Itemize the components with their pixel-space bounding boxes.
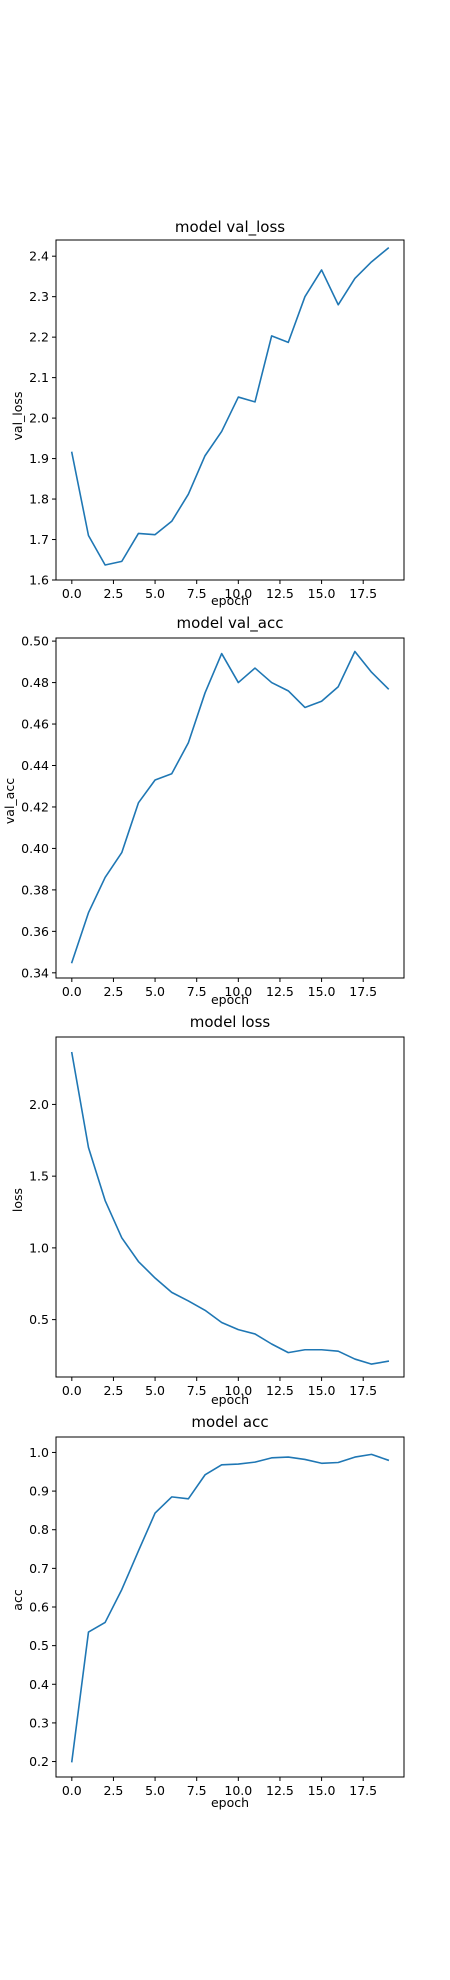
x-tick-label: 2.5	[103, 1383, 123, 1398]
x-axis-label: epoch	[211, 1795, 249, 1810]
y-tick-label: 0.7	[29, 1561, 49, 1576]
x-tick-label: 7.5	[187, 1783, 207, 1798]
x-tick-label: 12.5	[266, 586, 294, 601]
series-line	[70, 1051, 390, 1365]
x-axis-label: epoch	[211, 593, 249, 608]
x-tick-label: 12.5	[266, 984, 294, 999]
x-tick-label: 7.5	[187, 1383, 207, 1398]
x-tick-label: 17.5	[349, 984, 377, 999]
y-axis-label: acc	[10, 1589, 25, 1611]
y-tick-label: 0.5	[29, 1638, 49, 1653]
x-tick-label: 5.0	[145, 1783, 165, 1798]
x-axis-label: epoch	[211, 1392, 249, 1407]
x-tick-label: 15.0	[308, 586, 336, 601]
y-axis-label: val_loss	[10, 392, 25, 441]
y-tick-label: 0.36	[21, 924, 49, 939]
x-tick-label: 10.0	[224, 984, 252, 999]
y-tick-label: 1.5	[29, 1169, 49, 1184]
y-tick-label: 0.48	[21, 675, 49, 690]
x-tick-label: 15.0	[308, 1783, 336, 1798]
y-axis-label: val_acc	[2, 778, 17, 824]
y-tick-label: 0.4	[29, 1677, 49, 1692]
y-tick-label: 0.2	[29, 1754, 49, 1769]
y-tick-label: 0.40	[21, 841, 49, 856]
y-tick-label: 0.44	[21, 758, 49, 773]
x-tick-label: 5.0	[145, 586, 165, 601]
y-tick-label: 0.3	[29, 1715, 49, 1730]
x-tick-label: 0.0	[62, 1783, 82, 1798]
chart-title: model val_loss	[175, 218, 285, 237]
y-tick-label: 0.50	[21, 634, 49, 649]
chart-title: model loss	[190, 1013, 271, 1031]
series-line	[70, 246, 390, 566]
x-tick-label: 0.0	[62, 586, 82, 601]
panel-val-acc: model val_acc val_acc epoch 0.0 2.5 5.0 7.5…	[2, 614, 405, 1007]
y-tick-label: 0.5	[29, 1312, 49, 1327]
series-line	[70, 1453, 390, 1763]
panel-acc: model acc acc epoch 0.0 2.5 5.0 7.5 10.0 12.5…	[10, 1413, 405, 1810]
y-tick-label: 0.38	[21, 882, 49, 897]
y-tick-label: 0.8	[29, 1522, 49, 1537]
y-tick-label: 1.0	[29, 1240, 49, 1255]
x-tick-label: 17.5	[349, 586, 377, 601]
y-tick-label: 2.3	[29, 289, 49, 304]
x-tick-label: 0.0	[62, 984, 82, 999]
x-tick-label: 17.5	[349, 1783, 377, 1798]
x-tick-label: 7.5	[187, 984, 207, 999]
x-tick-label: 15.0	[308, 984, 336, 999]
y-tick-label: 1.0	[29, 1445, 49, 1460]
y-tick-label: 0.9	[29, 1484, 49, 1499]
plot-frame	[55, 239, 405, 581]
plot-frame	[55, 637, 405, 979]
y-tick-label: 0.6	[29, 1600, 49, 1615]
x-tick-label: 12.5	[266, 1383, 294, 1398]
x-tick-label: 15.0	[308, 1383, 336, 1398]
x-axis-label: epoch	[211, 992, 249, 1007]
panel-loss: model loss loss epoch 0.0 2.5 5.0 7.5 10.0 12…	[10, 1013, 405, 1407]
y-tick-label: 1.9	[29, 451, 49, 466]
chart-title: model acc	[191, 1413, 268, 1431]
x-tick-label: 2.5	[103, 984, 123, 999]
x-tick-label: 10.0	[224, 586, 252, 601]
x-tick-label: 10.0	[224, 1383, 252, 1398]
x-tick-label: 2.5	[103, 586, 123, 601]
panel-val-loss: model val_loss val_loss epoch 0.0 2.5 5.0 7…	[10, 218, 405, 608]
y-tick-label: 1.8	[29, 492, 49, 507]
x-tick-label: 5.0	[145, 984, 165, 999]
y-tick-label: 2.1	[29, 370, 49, 385]
y-tick-label: 1.6	[29, 573, 49, 588]
y-tick-label: 2.4	[29, 249, 49, 264]
y-axis-label: loss	[10, 1188, 25, 1212]
y-tick-label: 0.46	[21, 717, 49, 732]
y-tick-label: 2.2	[29, 330, 49, 345]
x-tick-label: 2.5	[103, 1783, 123, 1798]
plot-frame	[55, 1036, 405, 1378]
series-line	[70, 650, 390, 964]
y-tick-label: 0.42	[21, 799, 49, 814]
y-tick-label: 0.34	[21, 965, 49, 980]
x-tick-label: 5.0	[145, 1383, 165, 1398]
y-tick-label: 2.0	[29, 411, 49, 426]
x-tick-label: 17.5	[349, 1383, 377, 1398]
x-tick-label: 12.5	[266, 1783, 294, 1798]
y-tick-label: 1.7	[29, 532, 49, 547]
x-tick-label: 7.5	[187, 586, 207, 601]
x-tick-label: 10.0	[224, 1783, 252, 1798]
y-tick-label: 2.0	[29, 1097, 49, 1112]
chart-title: model val_acc	[177, 614, 284, 633]
x-tick-label: 0.0	[62, 1383, 82, 1398]
